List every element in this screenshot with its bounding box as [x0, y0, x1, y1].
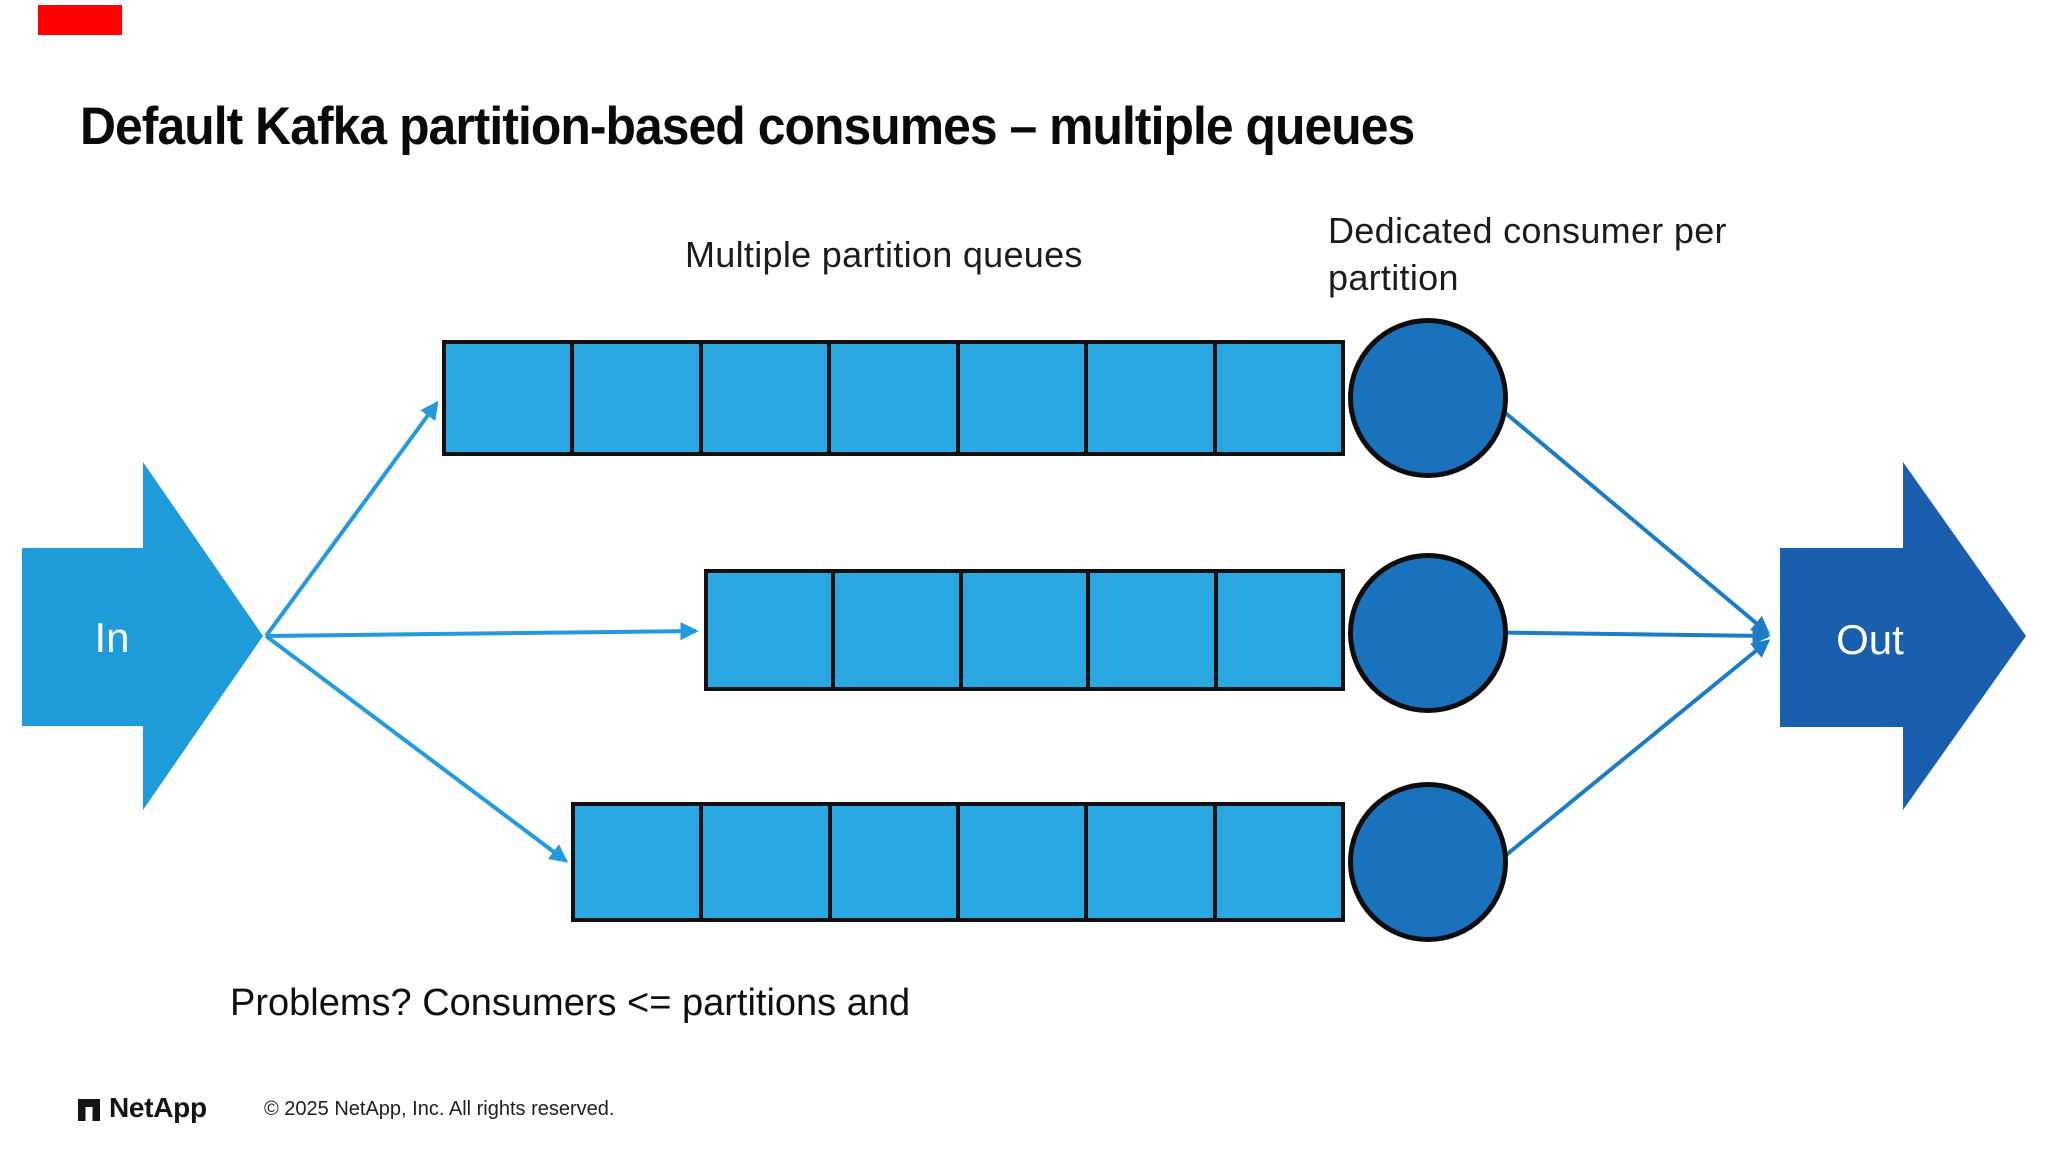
queue-cell	[827, 806, 956, 918]
queue-cell	[1212, 344, 1341, 452]
label-multiple-partition-queues: Multiple partition queues	[685, 234, 1083, 275]
arrow-in-to-queue-2	[265, 621, 699, 641]
arrow-in-to-queue-1	[264, 400, 439, 638]
partition-queue-2	[704, 569, 1345, 691]
queue-cell	[1084, 344, 1213, 452]
in-arrow-label: In	[94, 614, 130, 661]
consumer-circle-3	[1348, 782, 1508, 942]
netapp-logo-icon	[78, 1098, 100, 1121]
in-block-arrow	[22, 462, 263, 810]
queue-cell	[575, 806, 700, 918]
arrow-consumer-3-to-out	[1476, 639, 1771, 880]
queue-cell	[570, 344, 699, 452]
queue-cell	[1213, 573, 1342, 687]
arrow-in-to-queue-3	[264, 634, 569, 863]
consumer-circle-1	[1348, 318, 1508, 478]
queue-cell	[955, 344, 1085, 452]
red-marker	[38, 5, 122, 35]
queue-cell	[955, 806, 1085, 918]
label-dedicated-consumer: Dedicated consumer per partition	[1328, 210, 1727, 298]
queue-cell	[1084, 806, 1213, 918]
copyright-text: © 2025 NetApp, Inc. All rights reserved.	[264, 1098, 615, 1120]
out-arrow-label: Out	[1836, 616, 1904, 663]
out-block-arrow	[1780, 462, 2026, 810]
queue-cell	[446, 344, 571, 452]
queue-cell	[831, 573, 959, 687]
queue-cell	[958, 573, 1087, 687]
queue-cell	[1212, 806, 1341, 918]
partition-queue-1	[442, 340, 1345, 456]
consumer-circle-2	[1348, 553, 1508, 713]
queue-cell	[699, 806, 828, 918]
queue-cell	[698, 344, 828, 452]
partition-queue-3	[571, 802, 1345, 922]
page-title: Default Kafka partition-based consumes –…	[80, 97, 1415, 156]
queue-cell	[827, 344, 956, 452]
arrow-consumer-2-to-out	[1459, 626, 1771, 645]
problems-note: Problems? Consumers <= partitions and	[230, 982, 911, 1024]
netapp-logo: NetApp	[78, 1092, 207, 1124]
netapp-logo-text: NetApp	[109, 1092, 207, 1123]
queue-cell	[1086, 573, 1214, 687]
queue-cell	[708, 573, 832, 687]
arrow-consumer-1-to-out	[1476, 388, 1771, 635]
